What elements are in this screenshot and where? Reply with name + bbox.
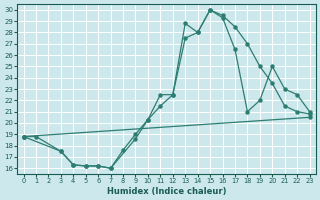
X-axis label: Humidex (Indice chaleur): Humidex (Indice chaleur) xyxy=(107,187,226,196)
